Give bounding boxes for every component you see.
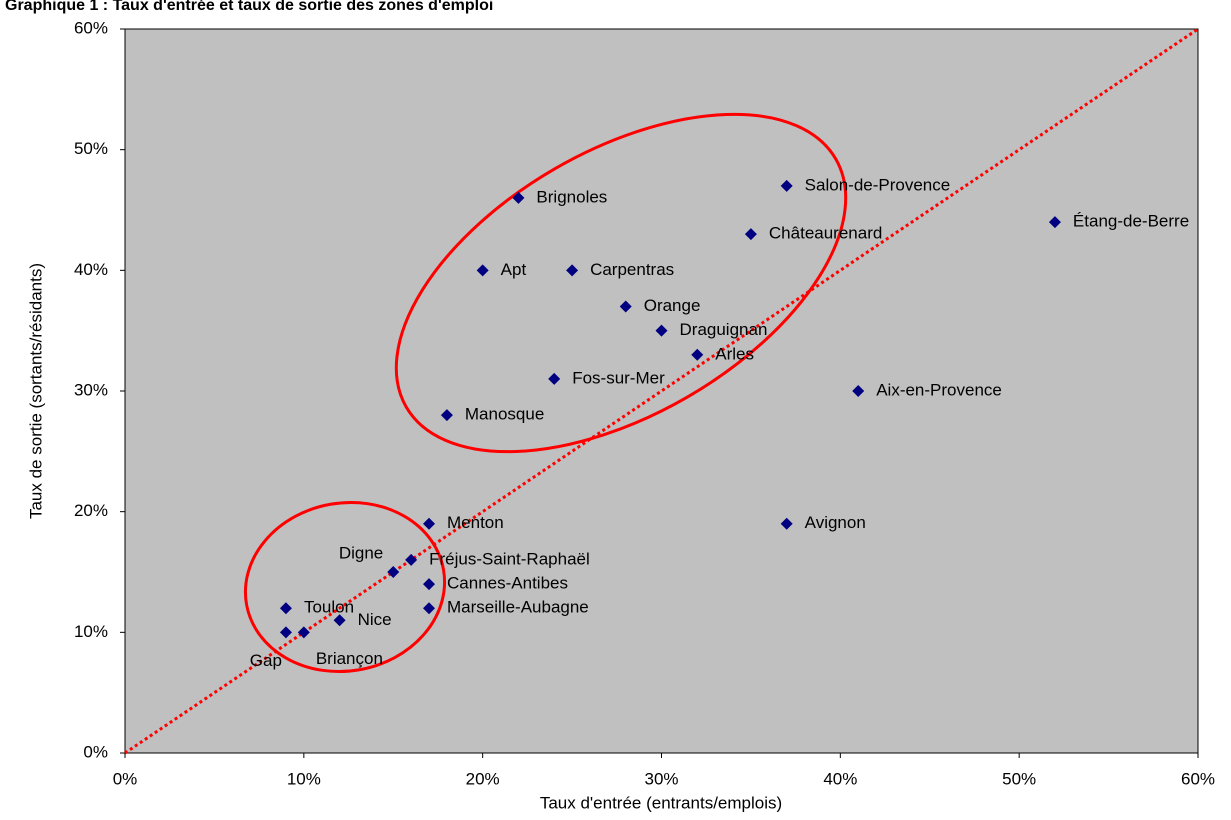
y-tick-label: 40%: [74, 260, 108, 279]
point: [279, 602, 292, 615]
x-axis-label: Taux d'entrée (entrants/emplois): [540, 793, 782, 812]
highlight-ellipse: [394, 112, 848, 454]
point-label: Toulon: [304, 598, 354, 617]
x-tick-label: 30%: [644, 769, 678, 788]
y-tick-label: 0%: [83, 742, 108, 761]
point: [1048, 216, 1061, 229]
point-label: Fos-sur-Mer: [572, 368, 665, 387]
point-label: Gap: [250, 651, 282, 670]
point: [333, 614, 346, 627]
y-axis-label: Taux de sortie (sortants/résidants): [26, 263, 45, 519]
point-label: Menton: [447, 513, 504, 532]
point-label: Digne: [339, 543, 383, 562]
point-label: Draguignan: [680, 320, 768, 339]
point-label: Étang-de-Berre: [1073, 212, 1189, 231]
point-label: Nice: [358, 610, 392, 629]
point-label: Apt: [501, 260, 527, 279]
y-tick-label: 10%: [74, 622, 108, 641]
point-label: Marseille-Aubagne: [447, 598, 589, 617]
point: [780, 179, 793, 192]
point-label: Orange: [644, 296, 701, 315]
point-label: Manosque: [465, 405, 544, 424]
point: [780, 517, 793, 530]
point: [691, 348, 704, 361]
point-label: Salon-de-Provence: [805, 175, 951, 194]
x-tick-label: 40%: [823, 769, 857, 788]
point: [852, 385, 865, 397]
point: [297, 626, 310, 639]
y-tick-label: 30%: [74, 380, 108, 399]
point: [440, 409, 453, 422]
x-tick-label: 60%: [1181, 769, 1215, 788]
x-tick-label: 10%: [287, 769, 321, 788]
point-label: Arles: [715, 344, 754, 363]
point-label: Aix-en-Provence: [876, 380, 1002, 399]
point-label: Châteaurenard: [769, 224, 882, 243]
point-label: Avignon: [805, 513, 866, 532]
point-label: Brignoles: [536, 187, 607, 206]
point-label: Fréjus-Saint-Raphaël: [429, 549, 590, 568]
point-label: Briançon: [316, 649, 383, 668]
point-label: Cannes-Antibes: [447, 574, 568, 593]
point: [279, 626, 292, 639]
point: [566, 264, 579, 277]
highlight-ellipse: [243, 500, 447, 674]
point: [548, 372, 561, 385]
point: [655, 324, 668, 337]
point: [387, 566, 400, 578]
point: [405, 553, 418, 566]
x-tick-label: 0%: [113, 769, 138, 788]
point: [744, 228, 757, 241]
point-label: Carpentras: [590, 260, 674, 279]
y-tick-label: 50%: [74, 139, 108, 158]
point: [423, 578, 436, 591]
point: [512, 191, 525, 204]
y-tick-label: 20%: [74, 501, 108, 520]
point: [423, 517, 436, 530]
y-tick-label: 60%: [74, 18, 108, 37]
x-tick-label: 20%: [466, 769, 500, 788]
point: [476, 264, 489, 277]
point: [423, 602, 436, 615]
x-tick-label: 50%: [1002, 769, 1036, 788]
chart-title: Graphique 1 : Taux d'entrée et taux de s…: [5, 0, 493, 14]
point: [619, 300, 632, 313]
